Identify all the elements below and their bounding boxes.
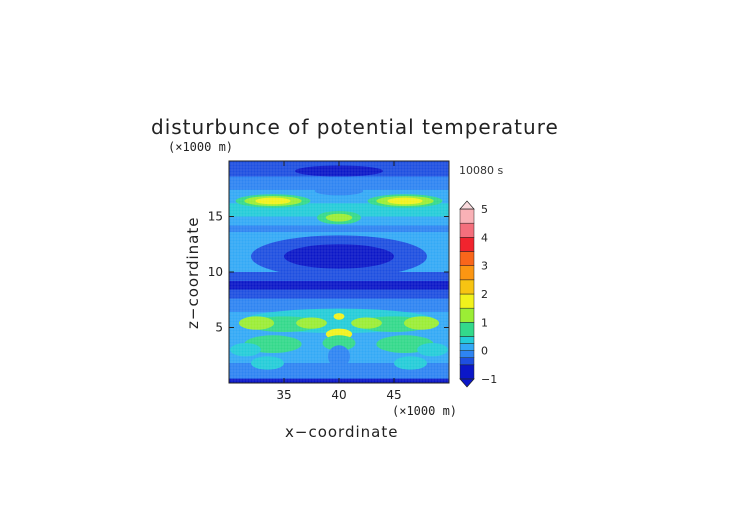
y-tick-label: 5 — [215, 321, 223, 335]
contour-region — [295, 165, 383, 177]
contour-region — [296, 317, 327, 329]
contour-band — [229, 225, 449, 233]
colorbar-level — [459, 293, 475, 309]
colorbar-tick-label: 5 — [481, 203, 488, 216]
x-axis-ticks: 35 40 45 — [276, 161, 402, 402]
contour-band — [229, 363, 449, 379]
x-tick-label: 35 — [276, 388, 291, 402]
contour-region — [417, 343, 448, 357]
colorbar-tick-label: 4 — [481, 231, 488, 244]
contour-region — [387, 197, 423, 205]
colorbar-tick-label: −1 — [481, 373, 497, 386]
colorbar-level — [459, 279, 475, 295]
colorbar-level — [459, 208, 475, 224]
x-tick-label: 40 — [331, 388, 346, 402]
contour-region — [255, 197, 291, 205]
colorbar-level — [459, 322, 475, 337]
colorbar: 5 4 3 2 1 0 −1 — [459, 200, 497, 388]
contour-field — [229, 161, 449, 383]
colorbar-level — [459, 350, 475, 358]
contour-band — [229, 298, 449, 312]
contour-band — [229, 289, 449, 299]
colorbar-level — [459, 237, 475, 252]
contour-region — [284, 244, 394, 269]
colorbar-over-triangle — [459, 200, 475, 210]
colorbar-level — [459, 336, 475, 344]
grid-lines — [229, 161, 449, 383]
contour-region — [351, 317, 382, 329]
colorbar-tick-label: 0 — [481, 345, 488, 358]
colorbar-level — [459, 343, 475, 351]
contour-region — [322, 335, 356, 351]
colorbar-under-triangle — [459, 378, 475, 388]
colorbar-tick-label: 2 — [481, 288, 488, 301]
contour-band — [229, 176, 449, 190]
time-label: 10080 s — [459, 164, 503, 177]
contour-region — [230, 343, 261, 357]
colorbar-tick-label: 3 — [481, 260, 488, 273]
contour-region — [314, 186, 364, 196]
colorbar-level — [459, 251, 475, 266]
y-axis-label: z−coordinate — [184, 217, 202, 329]
contour-region — [394, 356, 427, 370]
contour-region — [251, 356, 284, 370]
y-axis-ticks: 5 10 15 — [208, 210, 449, 335]
colorbar-level — [459, 222, 475, 238]
contour-band — [229, 280, 449, 290]
contour-region — [325, 213, 353, 222]
x-axis-label: x−coordinate — [285, 423, 398, 441]
x-tick-label: 45 — [386, 388, 401, 402]
contour-region — [328, 345, 350, 368]
contour-region — [403, 316, 440, 330]
chart-title: disturbunce of potential temperature — [151, 115, 559, 139]
colorbar-level — [459, 307, 475, 323]
colorbar-tick-label: 1 — [481, 316, 488, 329]
contour-region — [333, 313, 345, 320]
plot-area — [228, 160, 450, 384]
colorbar-level — [459, 265, 475, 281]
contour-region — [238, 316, 275, 330]
colorbar-level — [459, 357, 475, 366]
y-tick-label: 10 — [208, 265, 223, 279]
y-tick-label: 15 — [208, 210, 223, 224]
x-unit-label: (×1000 m) — [392, 404, 457, 418]
colorbar-level — [459, 364, 475, 380]
y-unit-label: (×1000 m) — [168, 140, 233, 154]
